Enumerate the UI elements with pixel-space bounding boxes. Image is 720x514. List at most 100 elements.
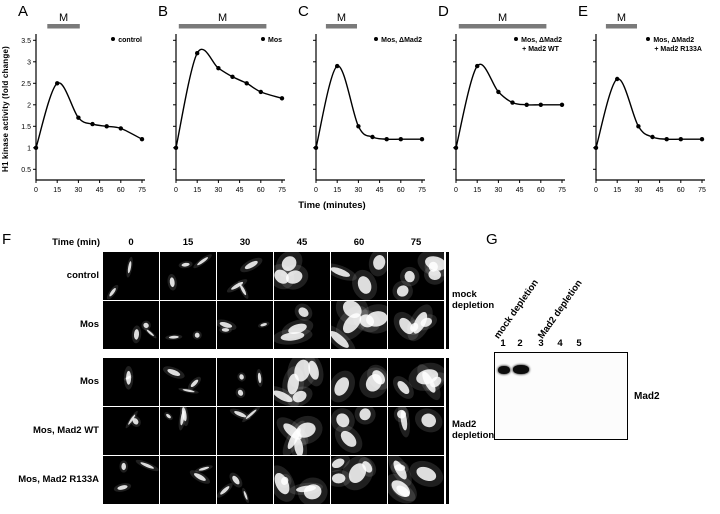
chromatin-blob xyxy=(231,281,244,290)
row-label: Mos xyxy=(80,319,99,330)
lane-number: 1 xyxy=(500,338,506,349)
chromatin-blob xyxy=(121,462,127,471)
micrograph-image xyxy=(331,301,387,349)
legend-marker-dot xyxy=(374,37,379,41)
micrograph-cell xyxy=(103,358,159,406)
chromatin-blob xyxy=(287,428,301,449)
micrograph-cell xyxy=(160,407,216,455)
panel-F-letter: F xyxy=(2,231,12,248)
time-col-label: 0 xyxy=(128,237,134,248)
chromatin-blob xyxy=(404,270,415,283)
micrograph-cell xyxy=(274,456,330,504)
x-tick-label: 45 xyxy=(376,187,384,194)
row-label: control xyxy=(66,270,99,281)
micrograph-cell xyxy=(331,301,387,349)
micrograph-image xyxy=(189,465,213,484)
chromatin-blob xyxy=(190,379,199,388)
micrograph-cell xyxy=(331,252,387,300)
blot-band-lane1 xyxy=(498,366,510,374)
time-col-label: 30 xyxy=(239,237,251,248)
axes xyxy=(455,34,565,181)
chromatin-blob xyxy=(245,409,257,419)
x-tick-label: 0 xyxy=(34,187,38,194)
chromatin-blob xyxy=(396,285,409,297)
micrograph-cell xyxy=(160,358,216,406)
axes xyxy=(595,34,705,181)
data-point xyxy=(230,74,235,80)
micrograph-cell xyxy=(217,456,273,504)
chromatin-blob xyxy=(362,461,373,473)
data-point xyxy=(33,145,39,150)
time-col-label: 45 xyxy=(296,237,308,248)
micrograph-image xyxy=(229,407,261,423)
time-min-header: Time (min) xyxy=(52,237,100,248)
chart-legend: Mos xyxy=(261,37,282,46)
chart-legend: Mos, ΔMad2 xyxy=(374,37,422,46)
chromatin-blob xyxy=(194,332,200,338)
chromatin-blob xyxy=(332,473,346,484)
data-point xyxy=(384,137,389,142)
data-point xyxy=(398,137,403,142)
time-col-label: 15 xyxy=(182,237,194,248)
m-phase-bar xyxy=(605,24,637,29)
chromatin-blob xyxy=(298,307,309,318)
legend-line: Mos, ΔMad2 xyxy=(374,37,422,46)
data-point xyxy=(216,66,221,71)
x-tick-label: 45 xyxy=(96,187,104,194)
panel-letter-D: D xyxy=(438,3,449,20)
micrograph-cell xyxy=(331,407,387,455)
blot-target-label: Mad2 xyxy=(634,391,660,402)
chromatin-blob xyxy=(140,462,154,469)
x-tick-label: 0 xyxy=(454,187,458,194)
x-tick-label: 15 xyxy=(613,187,621,194)
chromatin-blob xyxy=(232,475,240,485)
chromatin-blob xyxy=(397,380,410,395)
x-tick-label: 60 xyxy=(537,187,545,194)
micrograph-image xyxy=(123,365,134,390)
chart-legend: Mos, ΔMad2 + Mad2 WT xyxy=(514,37,562,54)
micrograph-image xyxy=(274,252,309,290)
chromatin-blob xyxy=(336,413,350,428)
chromatin-blob xyxy=(117,485,128,490)
chromatin-blob xyxy=(220,486,230,495)
micrograph-cell xyxy=(103,252,159,300)
chromatin-blob xyxy=(292,390,307,403)
data-point xyxy=(453,145,459,150)
panel-letter-B: B xyxy=(158,3,168,20)
data-point xyxy=(538,102,543,108)
micrograph-cell xyxy=(160,456,216,504)
legend-line: Mos xyxy=(261,37,282,46)
micrograph-cell xyxy=(388,252,444,300)
x-tick-label: 60 xyxy=(397,187,405,194)
data-point xyxy=(195,51,200,56)
chromatin-blob xyxy=(296,422,316,438)
x-tick-label: 75 xyxy=(418,187,426,194)
legend-marker-dot xyxy=(111,37,116,41)
x-tick-label: 45 xyxy=(516,187,524,194)
chromatin-blob xyxy=(357,276,372,294)
chart-svg-C: C M 0 15 30 45 60 75 xyxy=(298,3,426,194)
chromatin-blob xyxy=(167,369,181,376)
data-curve xyxy=(35,82,143,149)
data-point xyxy=(76,115,81,120)
data-curve xyxy=(455,63,563,148)
chromatin-blob xyxy=(412,312,428,334)
m-phase-label: M xyxy=(218,12,227,24)
chromatin-blob xyxy=(359,408,371,421)
data-point xyxy=(313,145,319,150)
data-point xyxy=(258,89,263,95)
micrograph-cell xyxy=(160,301,216,349)
y-tick-label: 1 xyxy=(27,145,31,152)
blot-mock-depletion-label: mock depletion xyxy=(491,277,541,341)
data-point xyxy=(475,63,480,69)
chromatin-blob xyxy=(342,301,362,318)
chromatin-blob xyxy=(166,413,171,419)
x-tick-label: 15 xyxy=(53,187,61,194)
micrograph-image xyxy=(113,459,159,492)
micrograph-image xyxy=(167,254,212,291)
chart-svg-E: E M 0 15 30 45 60 75 xyxy=(578,3,706,194)
chromatin-blob xyxy=(126,370,132,385)
data-point xyxy=(90,121,95,127)
x-tick-label: 30 xyxy=(355,187,363,194)
